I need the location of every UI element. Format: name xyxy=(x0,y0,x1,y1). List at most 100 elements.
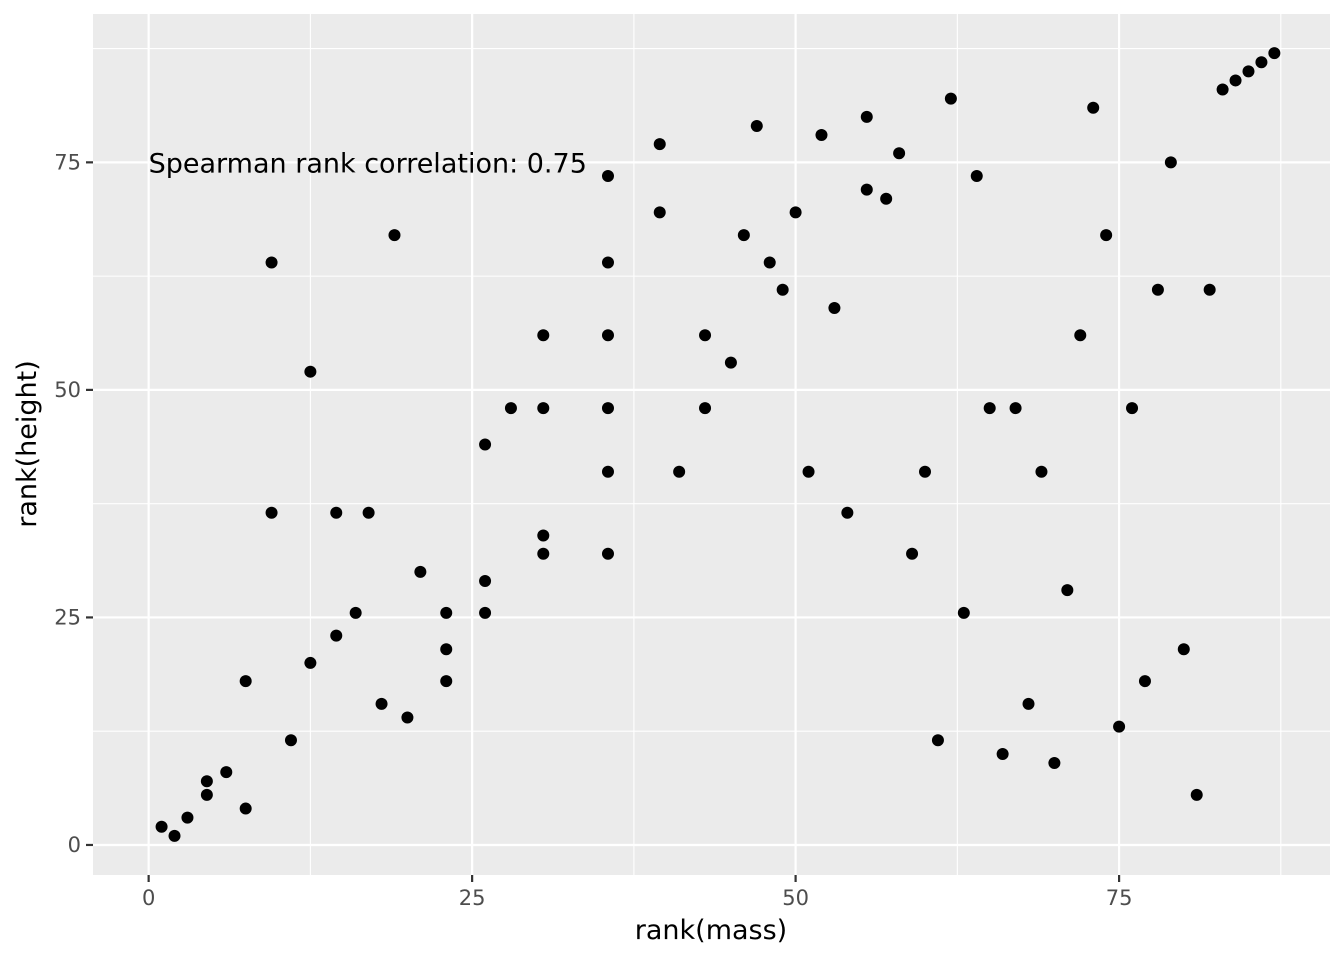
data-point xyxy=(931,734,944,747)
data-point xyxy=(1229,74,1242,87)
y-tick-label: 0 xyxy=(68,833,81,857)
data-point xyxy=(239,675,252,688)
data-point xyxy=(1203,283,1216,296)
data-point xyxy=(537,329,550,342)
data-point xyxy=(1087,101,1100,114)
data-point xyxy=(601,465,614,478)
y-tick-label: 25 xyxy=(54,605,81,629)
data-point xyxy=(880,192,893,205)
data-point xyxy=(1242,65,1255,78)
data-point xyxy=(601,256,614,269)
data-point xyxy=(349,606,362,619)
data-point xyxy=(304,656,317,669)
data-point xyxy=(537,547,550,560)
data-point xyxy=(200,788,213,801)
data-point xyxy=(401,711,414,724)
data-point xyxy=(1216,83,1229,96)
data-point xyxy=(802,465,815,478)
data-point xyxy=(440,675,453,688)
data-point xyxy=(1035,465,1048,478)
data-point xyxy=(737,229,750,242)
data-point xyxy=(828,301,841,314)
data-point xyxy=(479,606,492,619)
x-axis: 0 25 50 75 xyxy=(142,875,1132,910)
data-point xyxy=(155,820,168,833)
data-point xyxy=(918,465,931,478)
data-point xyxy=(265,256,278,269)
data-point xyxy=(860,183,873,196)
data-point xyxy=(1061,584,1074,597)
minor-gridlines xyxy=(93,14,1330,875)
data-point xyxy=(970,170,983,183)
data-point xyxy=(983,402,996,415)
data-point xyxy=(996,747,1009,760)
data-points xyxy=(155,47,1281,842)
data-point xyxy=(168,829,181,842)
data-point xyxy=(388,229,401,242)
data-point xyxy=(414,565,427,578)
data-point xyxy=(1190,788,1203,801)
data-point xyxy=(815,129,828,142)
y-axis: 0 25 50 75 xyxy=(54,150,93,857)
major-gridlines xyxy=(93,14,1330,875)
data-point xyxy=(1138,675,1151,688)
y-tick-label: 75 xyxy=(54,150,81,174)
data-point xyxy=(1048,757,1061,770)
data-point xyxy=(362,506,375,519)
data-point xyxy=(284,734,297,747)
x-tick-label: 0 xyxy=(142,886,155,910)
data-point xyxy=(375,697,388,710)
data-point xyxy=(906,547,919,560)
data-point xyxy=(893,147,906,160)
data-point xyxy=(1268,47,1281,60)
correlation-annotation: Spearman rank correlation: 0.75 xyxy=(149,148,587,179)
data-point xyxy=(1164,156,1177,169)
data-point xyxy=(181,811,194,824)
data-point xyxy=(841,506,854,519)
data-point xyxy=(789,206,802,219)
data-point xyxy=(860,110,873,123)
y-axis-title: rank(height) xyxy=(12,360,43,528)
data-point xyxy=(601,402,614,415)
x-tick-label: 50 xyxy=(782,886,809,910)
data-point xyxy=(944,92,957,105)
data-point xyxy=(699,329,712,342)
data-point xyxy=(724,356,737,369)
data-point xyxy=(479,438,492,451)
data-point xyxy=(1009,402,1022,415)
data-point xyxy=(699,402,712,415)
data-point xyxy=(673,465,686,478)
data-point xyxy=(776,283,789,296)
data-point xyxy=(479,575,492,588)
data-point xyxy=(601,329,614,342)
data-point xyxy=(750,119,763,132)
data-point xyxy=(1151,283,1164,296)
x-axis-title: rank(mass) xyxy=(635,915,787,946)
data-point xyxy=(537,402,550,415)
data-point xyxy=(763,256,776,269)
data-point xyxy=(1126,402,1139,415)
data-point xyxy=(601,547,614,560)
data-point xyxy=(653,206,666,219)
data-point xyxy=(200,775,213,788)
data-point xyxy=(440,606,453,619)
data-point xyxy=(653,138,666,151)
data-point xyxy=(601,170,614,183)
data-point xyxy=(1113,720,1126,733)
data-point xyxy=(1100,229,1113,242)
data-point xyxy=(1022,697,1035,710)
y-tick-label: 50 xyxy=(54,378,81,402)
plot-panel xyxy=(93,14,1330,875)
data-point xyxy=(440,643,453,656)
data-point xyxy=(265,506,278,519)
data-point xyxy=(330,629,343,642)
data-point xyxy=(1074,329,1087,342)
data-point xyxy=(1255,56,1268,69)
data-point xyxy=(330,506,343,519)
data-point xyxy=(1177,643,1190,656)
data-point xyxy=(304,365,317,378)
data-point xyxy=(239,802,252,815)
data-point xyxy=(220,766,233,779)
x-tick-label: 25 xyxy=(459,886,486,910)
